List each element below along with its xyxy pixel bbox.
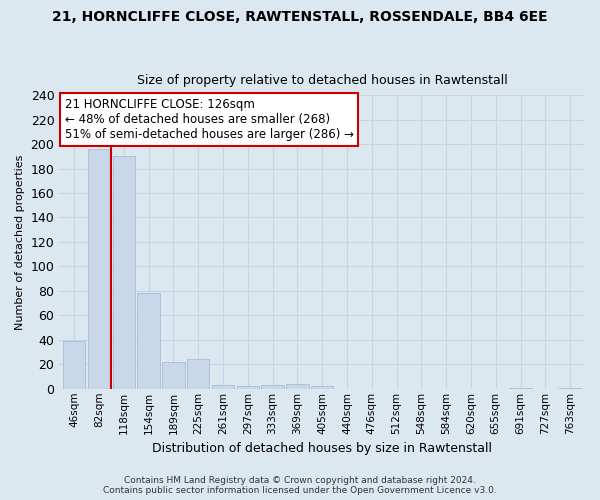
Title: Size of property relative to detached houses in Rawtenstall: Size of property relative to detached ho… [137,74,508,87]
X-axis label: Distribution of detached houses by size in Rawtenstall: Distribution of detached houses by size … [152,442,492,455]
Bar [162,362,185,389]
Bar [559,388,581,389]
Text: Contains HM Land Registry data © Crown copyright and database right 2024.
Contai: Contains HM Land Registry data © Crown c… [103,476,497,495]
Bar [236,386,259,389]
Bar [113,156,135,389]
Bar [509,388,532,389]
Bar [63,341,85,389]
Bar [262,385,284,389]
Y-axis label: Number of detached properties: Number of detached properties [15,154,25,330]
Bar [137,294,160,389]
Bar [212,385,234,389]
Text: 21 HORNCLIFFE CLOSE: 126sqm
← 48% of detached houses are smaller (268)
51% of se: 21 HORNCLIFFE CLOSE: 126sqm ← 48% of det… [65,98,353,141]
Bar [311,386,334,389]
Bar [88,149,110,389]
Bar [286,384,308,389]
Bar [187,360,209,389]
Text: 21, HORNCLIFFE CLOSE, RAWTENSTALL, ROSSENDALE, BB4 6EE: 21, HORNCLIFFE CLOSE, RAWTENSTALL, ROSSE… [52,10,548,24]
